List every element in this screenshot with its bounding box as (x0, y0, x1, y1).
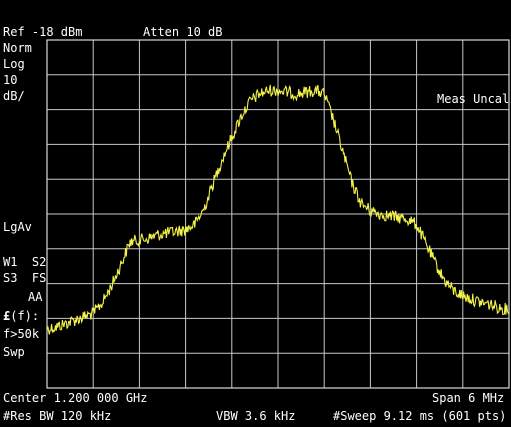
sweep-mode-label: Swp (3, 345, 25, 359)
spectrum-trace (46, 84, 510, 335)
sweep-time-label: #Sweep 9.12 ms (601 pts) (333, 409, 507, 423)
graticule-frame (46, 39, 510, 389)
detector-label: Norm (3, 41, 32, 55)
scale-unit-label: dB/ (3, 89, 25, 103)
ref-level-label: Ref -18 dBm (3, 25, 83, 39)
amplitude-correction-label: £(f): (3, 309, 39, 323)
correction-range-label: f>50k (3, 327, 40, 341)
center-frequency-label: Center 1.200 000 GHz (3, 391, 148, 405)
meas-uncal-annotation: Meas Uncal (437, 92, 510, 106)
graticule-grid (47, 40, 509, 388)
vbw-label: VBW 3.6 kHz (216, 409, 296, 423)
attenuation-label: Atten 10 dB (143, 25, 223, 39)
scale-value-label: 10 (3, 73, 18, 87)
correction-suffix: (f): (10, 309, 40, 323)
average-label: LgAv (3, 220, 32, 234)
trace-status-line2: S3 FS (3, 271, 47, 285)
scale-type-label: Log (3, 57, 25, 71)
span-label: Span 6 MHz (432, 391, 505, 405)
trace-status-line1: W1 S2 (3, 255, 47, 269)
correction-symbol: £ (3, 309, 11, 323)
res-bw-label: #Res BW 120 kHz (3, 409, 112, 423)
trace-status-line3: AA (28, 290, 43, 304)
